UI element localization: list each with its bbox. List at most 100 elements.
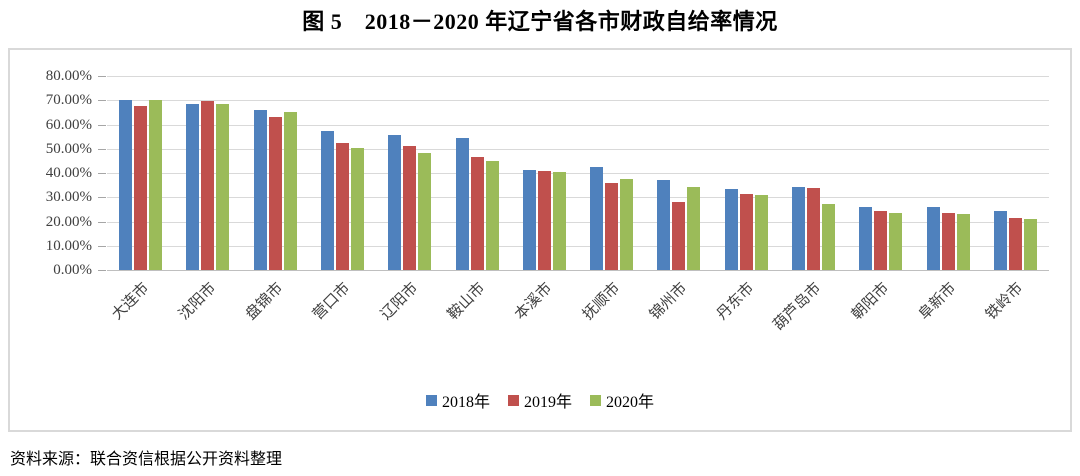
- bar: [590, 167, 604, 270]
- bar: [470, 157, 484, 270]
- bar: [821, 204, 835, 270]
- bar-group: [242, 76, 309, 270]
- legend: 2018年 2019年 2020年: [10, 388, 1070, 412]
- bar: [889, 213, 903, 270]
- gridline: [107, 76, 1049, 77]
- gridline: [107, 197, 1049, 199]
- y-axis-tick: [98, 245, 106, 247]
- gridline: [107, 221, 1049, 223]
- x-axis-label: 大连市: [108, 280, 152, 324]
- gridline: [107, 173, 1049, 174]
- bar: [350, 148, 364, 270]
- bar-group: [309, 76, 376, 270]
- y-axis-tick: [98, 124, 106, 126]
- y-axis-tick: [98, 221, 106, 223]
- x-axis-label: 铁岭市: [983, 280, 1027, 324]
- x-axis-label: 盘锦市: [243, 280, 287, 324]
- bar: [657, 180, 671, 270]
- bar: [253, 110, 267, 270]
- bar: [806, 188, 820, 270]
- legend-item: 2018年: [425, 388, 490, 412]
- bar-group: [645, 76, 712, 270]
- bar: [724, 189, 738, 270]
- bar: [687, 187, 701, 270]
- y-axis-label: 70.00%: [45, 92, 92, 109]
- bar: [418, 153, 432, 270]
- bar: [320, 131, 334, 270]
- bar-group: [107, 76, 174, 270]
- legend-label: 2018年: [441, 394, 490, 411]
- bar: [993, 211, 1007, 270]
- legend-swatch: [425, 394, 437, 406]
- bar-group: [443, 76, 510, 270]
- bar: [283, 112, 297, 270]
- bar: [1023, 219, 1037, 270]
- bar: [620, 179, 634, 270]
- bar-group: [713, 76, 780, 270]
- bar: [754, 195, 768, 270]
- bar: [859, 207, 873, 270]
- source-note: 资料来源：联合资信根据公开资料整理: [10, 451, 283, 468]
- bar: [268, 117, 282, 270]
- bar-group: [578, 76, 645, 270]
- bar: [537, 171, 551, 270]
- bar-group: [847, 76, 914, 270]
- bar: [403, 146, 417, 270]
- bar: [485, 161, 499, 270]
- gridline: [107, 270, 1049, 271]
- x-axis-label: 鞍山市: [445, 280, 489, 324]
- legend-label: 2020年: [606, 394, 655, 411]
- y-axis-tick: [98, 76, 106, 77]
- bar-group: [511, 76, 578, 270]
- bar: [186, 104, 200, 270]
- gridline: [107, 100, 1049, 102]
- bar: [552, 172, 566, 270]
- x-axis-label: 朝阳市: [848, 280, 893, 324]
- y-axis-tick: [98, 100, 106, 102]
- bar: [134, 106, 148, 270]
- y-axis-label: 80.00%: [45, 68, 92, 84]
- x-axis-label: 锦州市: [647, 280, 691, 324]
- bar: [791, 187, 805, 270]
- x-axis-label: 沈阳市: [176, 280, 220, 324]
- x-axis-label: 本溪市: [512, 280, 556, 324]
- bar: [739, 194, 753, 270]
- gridline: [107, 148, 1049, 150]
- x-axis-label: 营口市: [310, 280, 354, 324]
- bar-group: [174, 76, 241, 270]
- bars-row: [107, 76, 1049, 270]
- y-axis-tick: [98, 270, 106, 271]
- x-axis-label: 葫芦岛市: [771, 280, 825, 334]
- bar: [672, 202, 686, 270]
- bar: [605, 183, 619, 270]
- bar: [926, 207, 940, 270]
- bar: [149, 100, 163, 270]
- y-axis-label: 10.00%: [45, 237, 92, 254]
- legend-swatch: [590, 394, 601, 406]
- bar-group: [376, 76, 443, 270]
- y-axis-label: 50.00%: [45, 140, 92, 157]
- bar: [455, 138, 469, 270]
- y-axis-tick: [98, 173, 106, 174]
- bar: [956, 214, 970, 270]
- bar: [522, 170, 536, 270]
- chart-frame: 80.00% 70.00% 60.00% 50.00% 40.00% 30.00% 20.0…: [8, 48, 1072, 432]
- y-axis-label: 30.00%: [45, 189, 92, 206]
- bar: [119, 100, 133, 270]
- bar: [874, 211, 888, 270]
- y-axis-tick: [98, 197, 106, 199]
- bar: [216, 104, 230, 270]
- legend-swatch: [507, 394, 519, 406]
- legend-item: 2019年: [507, 388, 572, 412]
- y-axis-label: 60.00%: [45, 116, 92, 133]
- gridline: [107, 124, 1049, 126]
- bar: [201, 101, 215, 270]
- x-axis-label: 辽阳市: [377, 280, 422, 324]
- gridline: [107, 245, 1049, 247]
- y-axis-label: 0.00%: [53, 262, 92, 278]
- chart-title: 图 5 2018－2020 年辽宁省各市财政自给率情况: [302, 9, 778, 34]
- legend-label: 2019年: [523, 394, 572, 411]
- bar-group: [780, 76, 847, 270]
- bar-group: [982, 76, 1049, 270]
- x-axis-label: 丹东市: [714, 280, 758, 324]
